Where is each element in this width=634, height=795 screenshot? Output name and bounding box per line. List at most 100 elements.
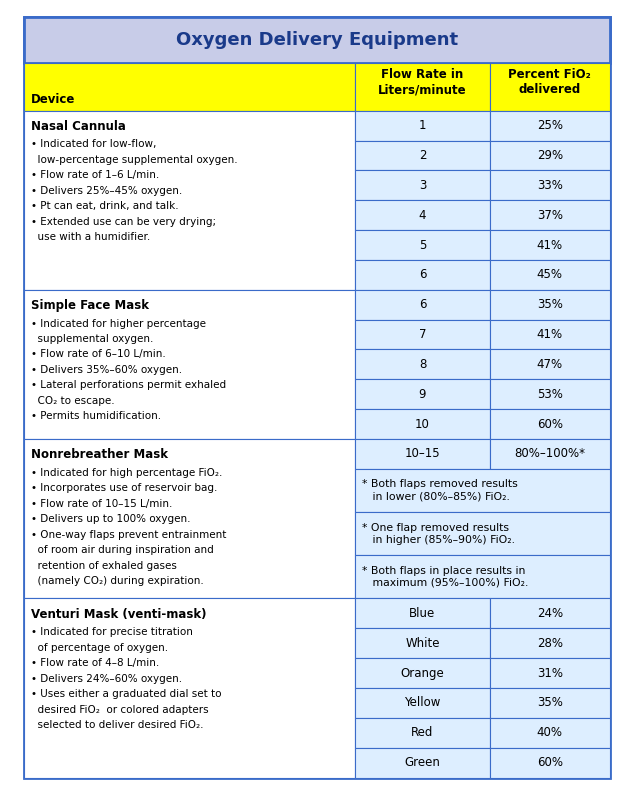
- Text: • Lateral perforations permit exhaled: • Lateral perforations permit exhaled: [31, 381, 226, 390]
- Text: 8: 8: [419, 358, 426, 371]
- Bar: [490, 409, 610, 439]
- Text: 6: 6: [418, 269, 426, 281]
- Text: Oxygen Delivery Equipment: Oxygen Delivery Equipment: [176, 31, 458, 49]
- Text: * Both flaps removed results
   in lower (80%–85%) FiO₂.: * Both flaps removed results in lower (8…: [362, 479, 518, 502]
- Bar: [24, 17, 610, 63]
- Text: White: White: [405, 637, 440, 650]
- Bar: [24, 599, 355, 778]
- Bar: [355, 379, 490, 409]
- Bar: [355, 718, 490, 747]
- Bar: [490, 350, 610, 379]
- Bar: [490, 260, 610, 290]
- Bar: [355, 170, 490, 200]
- Bar: [490, 658, 610, 688]
- Bar: [355, 628, 490, 658]
- Text: 25%: 25%: [537, 119, 563, 132]
- Bar: [355, 63, 490, 111]
- Text: 35%: 35%: [537, 298, 563, 311]
- Text: • Indicated for precise titration: • Indicated for precise titration: [31, 627, 193, 637]
- Bar: [355, 260, 490, 290]
- Bar: [490, 688, 610, 718]
- Text: Venturi Mask (venti-mask): Venturi Mask (venti-mask): [31, 607, 207, 621]
- Text: 29%: 29%: [537, 149, 563, 162]
- Text: • Delivers 25%–45% oxygen.: • Delivers 25%–45% oxygen.: [31, 186, 183, 196]
- Bar: [490, 439, 610, 469]
- Text: 41%: 41%: [537, 328, 563, 341]
- Text: 37%: 37%: [537, 209, 563, 222]
- Text: Nonrebreather Mask: Nonrebreather Mask: [31, 448, 168, 461]
- Bar: [24, 63, 355, 111]
- Bar: [490, 747, 610, 778]
- Text: • Permits humidification.: • Permits humidification.: [31, 412, 161, 421]
- Text: • One-way flaps prevent entrainment: • One-way flaps prevent entrainment: [31, 529, 226, 540]
- Text: • Flow rate of 10–15 L/min.: • Flow rate of 10–15 L/min.: [31, 498, 172, 509]
- Bar: [355, 747, 490, 778]
- Text: Yellow: Yellow: [404, 696, 441, 709]
- Text: • Flow rate of 4–8 L/min.: • Flow rate of 4–8 L/min.: [31, 658, 159, 668]
- Text: * Both flaps in place results in
   maximum (95%–100%) FiO₂.: * Both flaps in place results in maximum…: [362, 566, 529, 588]
- Text: 41%: 41%: [537, 238, 563, 251]
- Text: • Flow rate of 1–6 L/min.: • Flow rate of 1–6 L/min.: [31, 170, 159, 180]
- Text: • Uses either a graduated dial set to: • Uses either a graduated dial set to: [31, 689, 222, 699]
- Text: low-percentage supplemental oxygen.: low-percentage supplemental oxygen.: [31, 155, 238, 165]
- Bar: [355, 512, 610, 555]
- Text: Percent FiO₂
delivered: Percent FiO₂ delivered: [508, 68, 592, 96]
- Bar: [355, 439, 490, 469]
- Bar: [355, 555, 610, 599]
- Bar: [355, 469, 610, 512]
- Text: Simple Face Mask: Simple Face Mask: [31, 299, 149, 312]
- Text: • Indicated for high percentage FiO₂.: • Indicated for high percentage FiO₂.: [31, 467, 223, 478]
- Bar: [24, 111, 355, 290]
- Bar: [355, 290, 490, 320]
- Text: 7: 7: [418, 328, 426, 341]
- Text: CO₂ to escape.: CO₂ to escape.: [31, 396, 115, 406]
- Bar: [24, 290, 355, 439]
- Text: selected to deliver desired FiO₂.: selected to deliver desired FiO₂.: [31, 720, 204, 730]
- Text: Device: Device: [31, 93, 75, 106]
- Text: 3: 3: [419, 179, 426, 192]
- Text: 28%: 28%: [537, 637, 563, 650]
- Text: 40%: 40%: [537, 727, 563, 739]
- Text: 53%: 53%: [537, 388, 563, 401]
- Text: • Extended use can be very drying;: • Extended use can be very drying;: [31, 217, 216, 227]
- Text: 5: 5: [419, 238, 426, 251]
- Text: 1: 1: [418, 119, 426, 132]
- Text: Blue: Blue: [410, 607, 436, 620]
- Text: Orange: Orange: [401, 666, 444, 680]
- Text: • Delivers 24%–60% oxygen.: • Delivers 24%–60% oxygen.: [31, 673, 182, 684]
- Text: 6: 6: [418, 298, 426, 311]
- Bar: [490, 320, 610, 350]
- Bar: [355, 320, 490, 350]
- Text: 35%: 35%: [537, 696, 563, 709]
- Text: • Delivers up to 100% oxygen.: • Delivers up to 100% oxygen.: [31, 514, 191, 524]
- Bar: [355, 141, 490, 170]
- Text: Green: Green: [404, 756, 441, 769]
- Text: 9: 9: [418, 388, 426, 401]
- Text: (namely CO₂) during expiration.: (namely CO₂) during expiration.: [31, 576, 204, 586]
- Text: 33%: 33%: [537, 179, 563, 192]
- Text: 60%: 60%: [537, 756, 563, 769]
- Text: • Indicated for low-flow,: • Indicated for low-flow,: [31, 139, 157, 149]
- Text: 24%: 24%: [537, 607, 563, 620]
- Bar: [490, 200, 610, 230]
- Text: 4: 4: [418, 209, 426, 222]
- Text: supplemental oxygen.: supplemental oxygen.: [31, 334, 153, 344]
- Text: 10–15: 10–15: [404, 448, 440, 460]
- Bar: [490, 290, 610, 320]
- Bar: [490, 111, 610, 141]
- Bar: [355, 658, 490, 688]
- Bar: [490, 718, 610, 747]
- Text: 31%: 31%: [537, 666, 563, 680]
- Bar: [355, 111, 490, 141]
- Text: 2: 2: [418, 149, 426, 162]
- Bar: [355, 688, 490, 718]
- Text: 10: 10: [415, 417, 430, 431]
- Bar: [355, 230, 490, 260]
- Text: Nasal Cannula: Nasal Cannula: [31, 120, 126, 133]
- Bar: [355, 350, 490, 379]
- Text: 80%–100%*: 80%–100%*: [514, 448, 585, 460]
- Bar: [490, 170, 610, 200]
- Text: Flow Rate in
Liters/minute: Flow Rate in Liters/minute: [378, 68, 467, 96]
- Text: of room air during inspiration and: of room air during inspiration and: [31, 545, 214, 555]
- Text: Red: Red: [411, 727, 434, 739]
